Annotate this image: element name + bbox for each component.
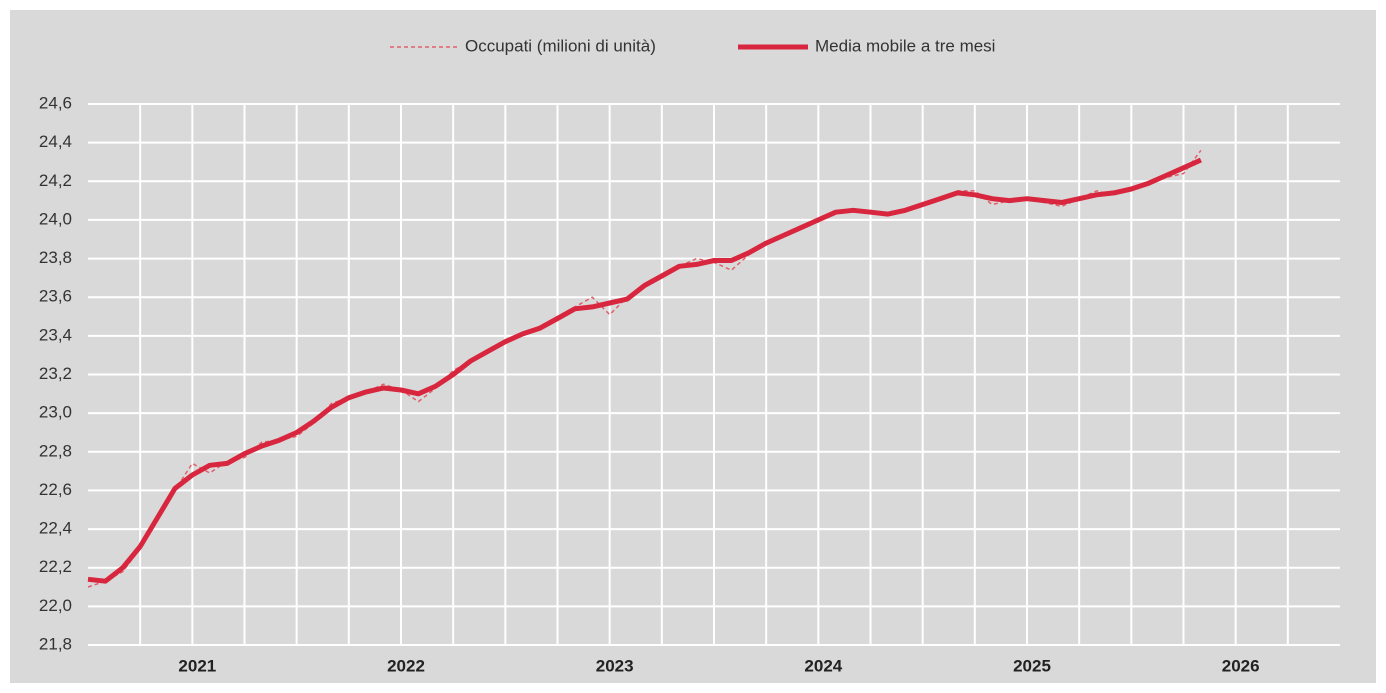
chart-background xyxy=(10,10,1376,683)
y-tick-label: 23,8 xyxy=(39,248,72,267)
y-tick-label: 23,2 xyxy=(39,364,72,383)
legend-label: Media mobile a tre mesi xyxy=(815,36,995,55)
y-tick-label: 24,6 xyxy=(39,93,72,112)
y-tick-label: 22,0 xyxy=(39,596,72,615)
y-tick-label: 21,8 xyxy=(39,634,72,653)
y-tick-label: 22,6 xyxy=(39,480,72,499)
x-tick-label: 2023 xyxy=(596,656,634,675)
x-tick-label: 2021 xyxy=(178,656,216,675)
series-line xyxy=(87,157,1202,584)
x-tick-label: 2025 xyxy=(1013,656,1051,675)
legend-label: Occupati (milioni di unità) xyxy=(465,36,656,55)
x-tick-label: 2026 xyxy=(1222,656,1260,675)
y-tick-label: 23,0 xyxy=(39,403,72,422)
y-tick-label: 24,0 xyxy=(39,209,72,228)
y-tick-label: 24,2 xyxy=(39,171,72,190)
y-tick-label: 24,4 xyxy=(39,132,72,151)
y-tick-label: 22,8 xyxy=(39,441,72,460)
y-tick-label: 23,6 xyxy=(39,287,72,306)
y-tick-label: 22,4 xyxy=(39,519,72,538)
y-tick-label: 22,2 xyxy=(39,557,72,576)
y-tick-label: 23,4 xyxy=(39,325,72,344)
x-tick-label: 2022 xyxy=(387,656,425,675)
x-tick-label: 2024 xyxy=(804,656,842,675)
